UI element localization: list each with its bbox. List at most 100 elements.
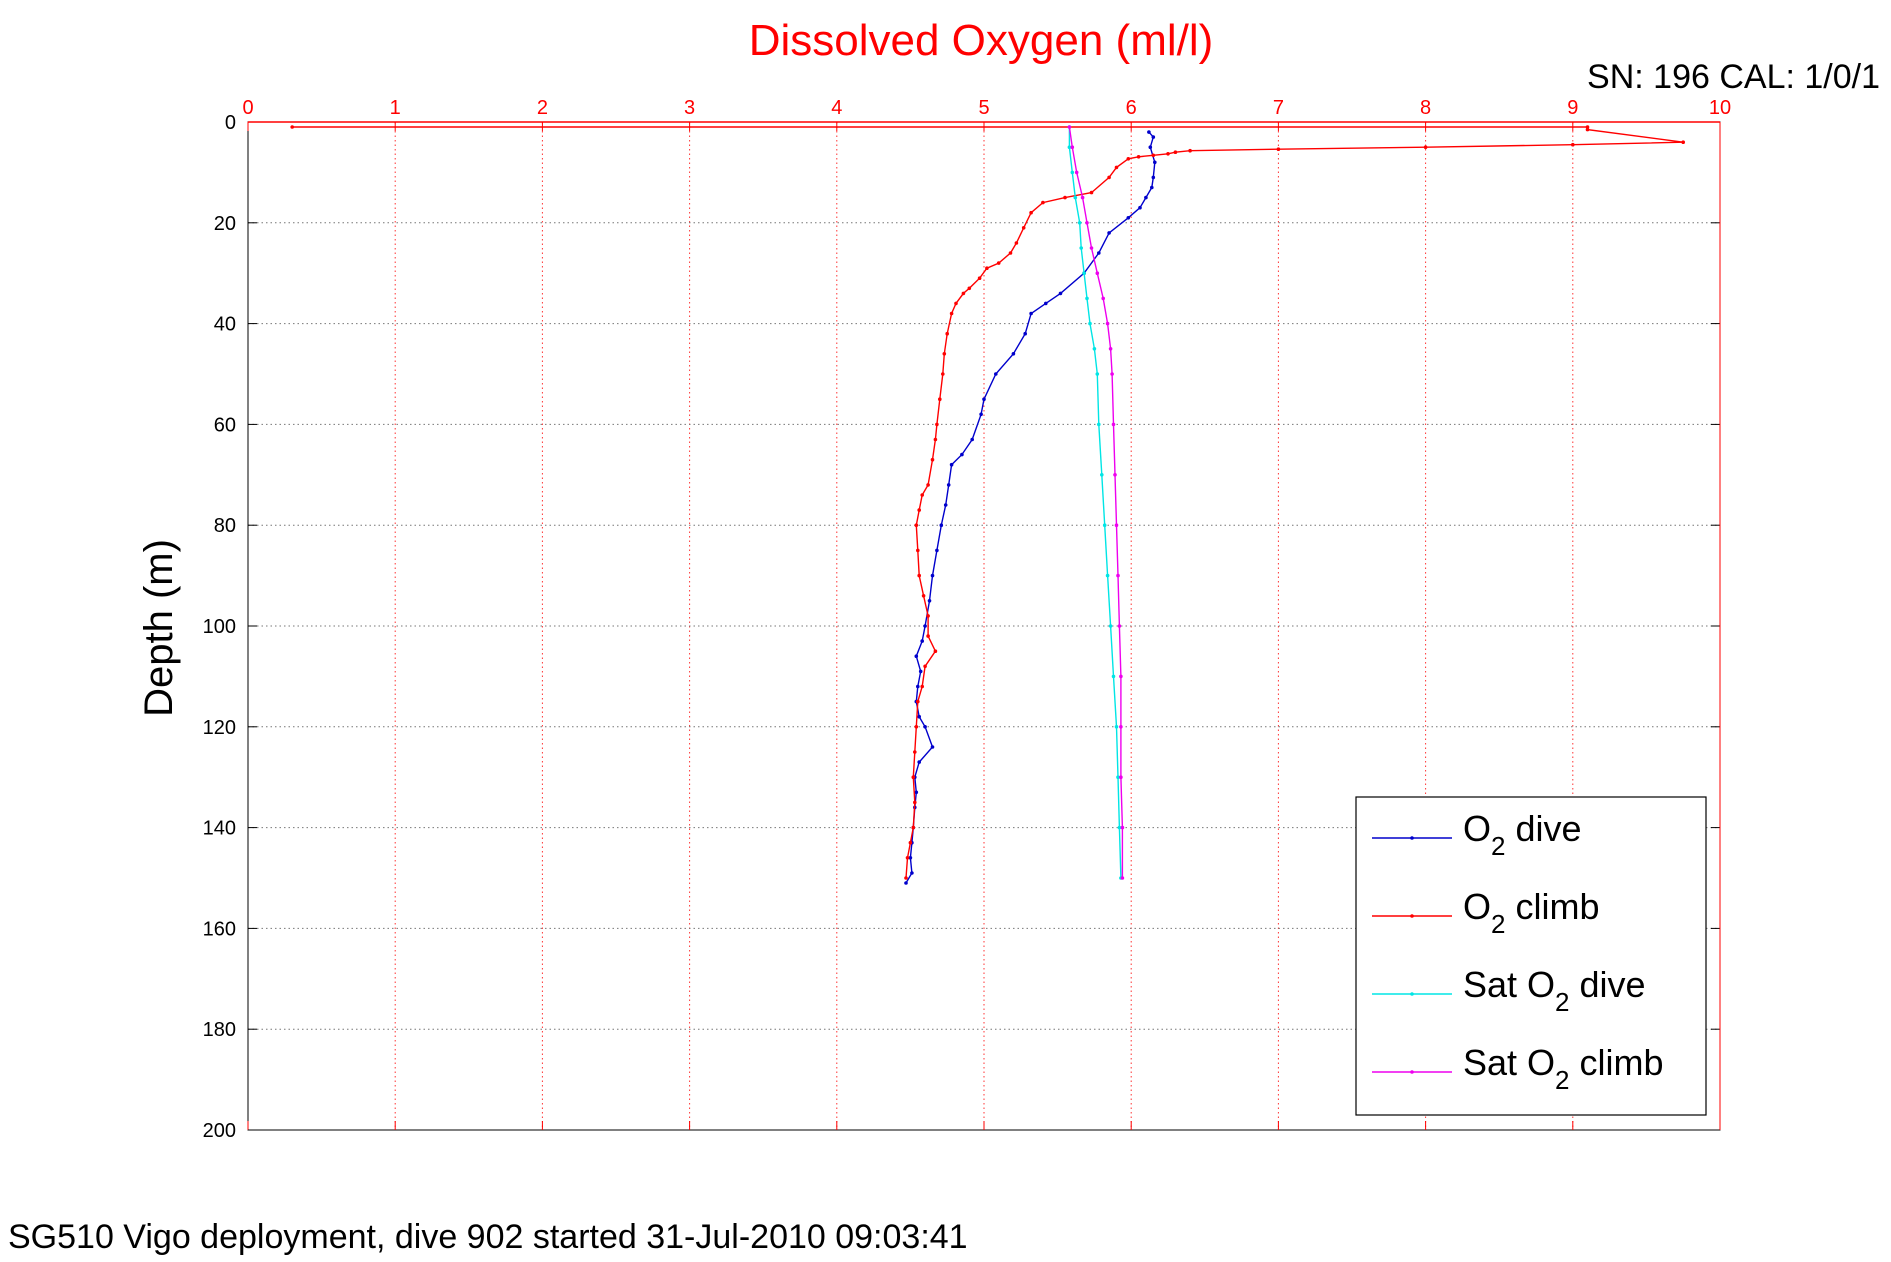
data-point (1080, 195, 1085, 200)
legend-marker (1410, 992, 1414, 996)
data-point (930, 457, 935, 462)
data-point (1021, 226, 1026, 230)
data-point (1088, 321, 1092, 326)
legend-box (1355, 796, 1707, 1116)
data-point (1085, 296, 1089, 301)
y-tick-label: 60 (214, 414, 236, 436)
data-point (1077, 221, 1082, 225)
data-point (1173, 150, 1178, 154)
data-point (994, 372, 998, 376)
data-point (1029, 210, 1033, 215)
data-point (1116, 775, 1120, 779)
data-point (985, 266, 989, 271)
y-tick-label: 200 (203, 1120, 236, 1142)
data-point (920, 493, 924, 497)
data-point (916, 699, 920, 704)
data-point (917, 573, 921, 578)
legend-entry: O2 dive (1372, 808, 1582, 861)
data-point (1166, 152, 1170, 156)
data-point (1029, 311, 1033, 316)
data-point (1089, 190, 1094, 195)
data-point (926, 483, 930, 487)
x-tick-label: 1 (390, 97, 401, 119)
data-point (1108, 624, 1113, 628)
data-point (916, 548, 920, 553)
data-point (1126, 216, 1131, 220)
data-point (1095, 271, 1100, 276)
series-sat-o2-dive (1067, 125, 1123, 880)
data-point (1126, 157, 1131, 161)
data-point (960, 452, 964, 457)
legend: O2 dive O2 climb Sat O2 dive Sat O2 climb (1355, 796, 1707, 1116)
data-point (1008, 251, 1013, 255)
dive-caption: SG510 Vigo deployment, dive 902 started … (8, 1218, 968, 1256)
data-point (1092, 347, 1097, 351)
y-axis-label: Depth (m) (137, 539, 181, 717)
data-point (1070, 145, 1075, 149)
data-point (954, 301, 958, 306)
data-point (1681, 140, 1685, 144)
y-tick-label: 120 (203, 717, 236, 739)
x-tick-label: 6 (1126, 97, 1137, 119)
data-point (1110, 372, 1114, 376)
data-point (927, 599, 932, 603)
y-tick-label: 20 (214, 213, 236, 235)
data-point (1114, 725, 1119, 729)
legend-label: O2 climb (1463, 886, 1600, 939)
data-point (911, 775, 916, 779)
data-point (1085, 221, 1089, 225)
data-point (1151, 153, 1156, 158)
data-point (1011, 352, 1016, 356)
data-point (1138, 205, 1142, 210)
data-point (1120, 876, 1125, 880)
data-point (1111, 422, 1116, 427)
data-point (1151, 135, 1156, 139)
data-point (1105, 321, 1110, 326)
data-point (1423, 145, 1428, 149)
y-tick-label: 100 (203, 616, 236, 638)
data-point (938, 397, 942, 402)
data-point (970, 437, 974, 442)
y-tick-label: 40 (214, 314, 236, 336)
y-tick-label: 0 (225, 112, 236, 134)
data-point (917, 760, 921, 764)
data-point (908, 840, 913, 845)
data-point (1074, 170, 1079, 175)
data-point (920, 684, 924, 689)
y-tick-label: 180 (203, 1019, 236, 1041)
data-point (917, 714, 921, 719)
data-point (961, 291, 966, 296)
chart-title: Dissolved Oxygen (ml/l) (749, 16, 1214, 65)
x-tick-label: 0 (242, 97, 253, 119)
data-point (917, 508, 921, 512)
x-tick-label: 7 (1273, 97, 1284, 119)
legend-marker (1410, 836, 1414, 840)
data-point (910, 871, 914, 875)
y-tick-label: 140 (203, 818, 236, 840)
x-tick-label: 8 (1420, 97, 1431, 119)
data-point (904, 876, 908, 880)
data-point (1116, 573, 1120, 578)
data-point (1585, 127, 1590, 132)
legend-marker (1410, 1070, 1414, 1074)
data-point (911, 825, 916, 830)
x-tick-labels: 0 1 2 3 4 5 6 7 8 9 10 (242, 97, 1731, 119)
data-point (1102, 523, 1107, 527)
data-point (933, 649, 938, 653)
data-point (1276, 147, 1281, 151)
data-point (923, 624, 927, 628)
data-point (949, 311, 954, 316)
data-point (921, 594, 926, 598)
data-point (1073, 195, 1078, 200)
legend-label: Sat O2 climb (1463, 1042, 1664, 1095)
data-point (1067, 145, 1072, 149)
y-tick-label: 160 (203, 918, 236, 940)
data-point (904, 881, 908, 885)
data-point (1089, 246, 1094, 250)
data-point (1082, 271, 1086, 276)
x-tick-label: 10 (1709, 97, 1731, 119)
data-point (1111, 674, 1116, 679)
data-point (1058, 291, 1063, 296)
y-tick-labels: 0 20 40 60 80 100 120 140 160 180 200 (203, 112, 236, 1142)
series-sat-o2-climb (1067, 125, 1125, 880)
